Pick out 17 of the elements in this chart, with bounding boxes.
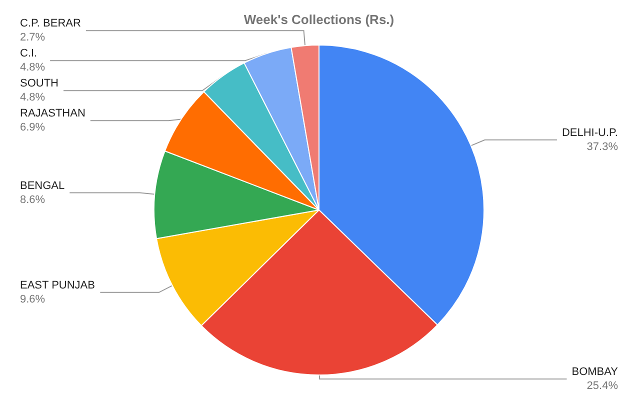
slice-label: RAJASTHAN	[20, 108, 86, 120]
slice-label: BENGAL	[20, 180, 65, 192]
data-label: 9.6%	[20, 293, 46, 306]
data-label: 8.6%	[20, 194, 46, 206]
slice-label: C.P. BERAR	[20, 18, 81, 30]
slice-label: SOUTH	[20, 78, 59, 90]
slice-label: C.I.	[20, 48, 38, 60]
data-label: 2.7%	[20, 32, 46, 44]
slice-label: BOMBAY	[572, 366, 619, 378]
slice-label: DELHI-U.P.	[562, 126, 618, 139]
data-label: 4.8%	[20, 92, 46, 104]
data-label: 4.8%	[20, 62, 46, 74]
chart-title: Week's Collections (Rs.)	[244, 12, 394, 27]
slice-label: EAST PUNJAB	[20, 279, 95, 292]
data-label: 25.4%	[586, 380, 618, 392]
data-label: 37.3%	[586, 140, 618, 153]
data-label: 6.9%	[20, 122, 46, 134]
